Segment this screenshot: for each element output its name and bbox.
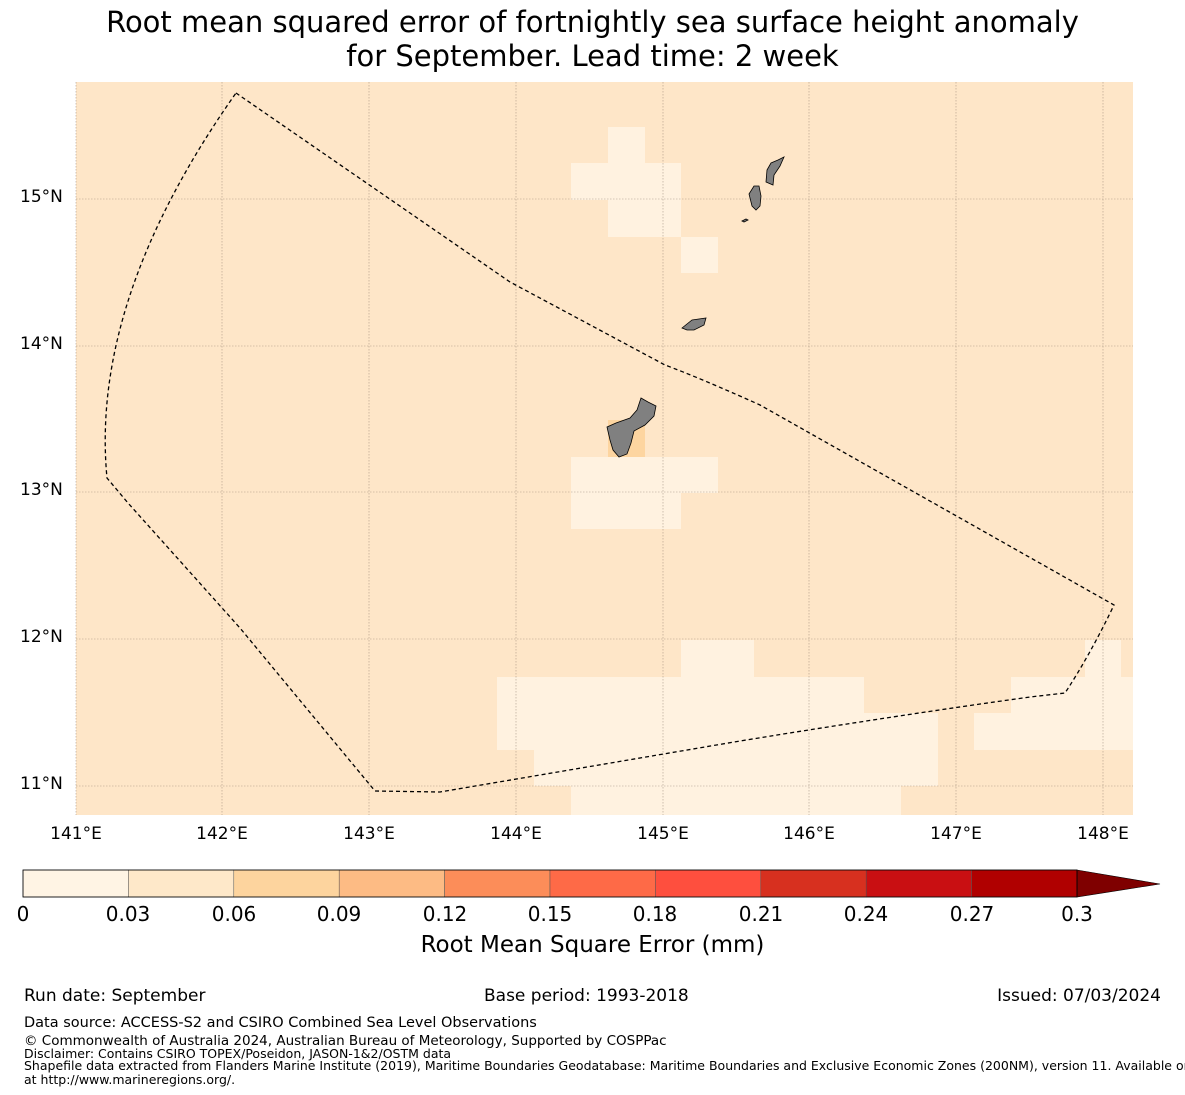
colorbar-tick-6: 0.18 xyxy=(632,902,678,926)
aguijan-island xyxy=(741,218,749,223)
colorbar-tick-1: 0.03 xyxy=(105,902,151,926)
colorbar-segment xyxy=(865,869,972,898)
colorbar-extend-arrow xyxy=(1076,869,1161,898)
low-error-cells xyxy=(497,127,1133,815)
colorbar-segment xyxy=(22,869,129,898)
gridlines xyxy=(75,82,1133,815)
colorbar-tick-9: 0.27 xyxy=(949,902,995,926)
colorbar-tick-4: 0.12 xyxy=(422,902,468,926)
lon-label-143e: 143°E xyxy=(343,824,395,844)
colorbar-segment xyxy=(760,869,867,898)
copyright: © Commonwealth of Australia 2024, Austra… xyxy=(24,1033,667,1049)
land-masses xyxy=(606,156,785,458)
colorbar-segment xyxy=(338,869,445,898)
base-period: Base period: 1993-2018 xyxy=(484,986,689,1006)
lon-label-146e: 146°E xyxy=(783,824,835,844)
colorbar-segment xyxy=(971,869,1078,898)
lon-label-142e: 142°E xyxy=(196,824,248,844)
colorbar-segment xyxy=(444,869,551,898)
colorbar-tick-10: 0.3 xyxy=(1061,902,1093,926)
lat-label-14n: 14°N xyxy=(20,334,63,354)
lon-label-147e: 147°E xyxy=(930,824,982,844)
shapefile-credit-line2: at http://www.marineregions.org/. xyxy=(24,1072,236,1087)
colorbar xyxy=(22,869,1161,898)
colorbar-tick-7: 0.21 xyxy=(738,902,784,926)
guam-island xyxy=(606,397,657,458)
colorbar-segment xyxy=(655,869,762,898)
colorbar-segment xyxy=(128,869,235,898)
rota-island xyxy=(681,317,707,331)
issued-date: Issued: 07/03/2024 xyxy=(997,986,1161,1006)
colorbar-segment xyxy=(233,869,340,898)
lon-label-141e: 141°E xyxy=(50,824,102,844)
lat-label-12n: 12°N xyxy=(20,627,63,647)
lat-label-15n: 15°N xyxy=(20,187,63,207)
map-title-line1: Root mean squared error of fortnightly s… xyxy=(106,5,1079,39)
lat-label-11n: 11°N xyxy=(20,774,63,794)
shapefile-credit-line1: Shapefile data extracted from Flanders M… xyxy=(24,1058,1185,1073)
colorbar-outline xyxy=(22,869,1078,898)
lon-label-144e: 144°E xyxy=(490,824,542,844)
tinian-island xyxy=(748,185,762,211)
disclaimer: Disclaimer: Contains CSIRO TOPEX/Poseido… xyxy=(24,1046,452,1061)
colorbar-tick-2: 0.06 xyxy=(211,902,257,926)
colorbar-tick-0: 0 xyxy=(16,902,30,926)
colorbar-tick-3: 0.09 xyxy=(316,902,362,926)
data-source: Data source: ACCESS-S2 and CSIRO Combine… xyxy=(24,1015,537,1031)
lon-label-145e: 145°E xyxy=(637,824,689,844)
colorbar-tick-5: 0.15 xyxy=(527,902,573,926)
run-date: Run date: September xyxy=(24,986,206,1006)
colorbar-label: Root Mean Square Error (mm) xyxy=(420,932,765,958)
colorbar-segment xyxy=(549,869,656,898)
eez-boundary xyxy=(104,92,1115,793)
colorbar-segments xyxy=(22,869,1078,898)
colorbar-tick-8: 0.24 xyxy=(843,902,889,926)
map-title-line2: for September. Lead time: 2 week xyxy=(346,39,839,73)
lat-label-13n: 13°N xyxy=(20,480,63,500)
lon-label-148e: 148°E xyxy=(1077,824,1129,844)
saipan-island xyxy=(765,156,785,186)
